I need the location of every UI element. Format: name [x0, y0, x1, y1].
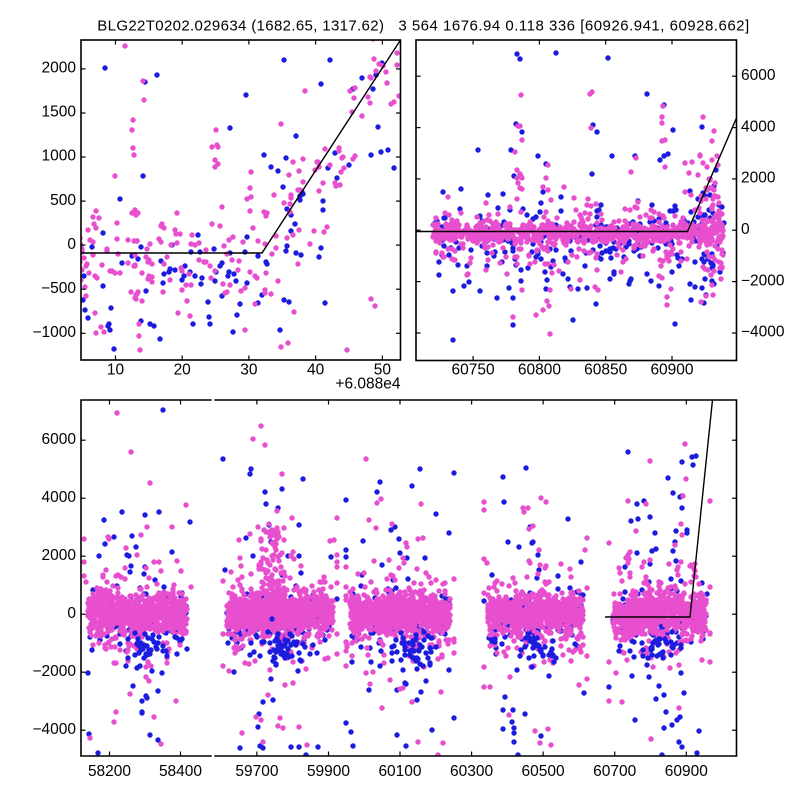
- svg-text:500: 500: [50, 192, 76, 209]
- svg-text:0: 0: [67, 236, 76, 253]
- svg-text:1000: 1000: [42, 148, 77, 165]
- svg-text:58200: 58200: [88, 763, 131, 780]
- svg-text:2000: 2000: [741, 170, 776, 187]
- svg-text:60100: 60100: [378, 763, 421, 780]
- svg-text:30: 30: [240, 361, 258, 378]
- svg-text:BLG22T0202.029634 (1682.65, 13: BLG22T0202.029634 (1682.65, 1317.62): [97, 17, 384, 34]
- svg-text:0: 0: [67, 605, 76, 622]
- svg-text:50: 50: [374, 361, 392, 378]
- svg-text:2000: 2000: [42, 547, 77, 564]
- svg-text:−4000: −4000: [741, 324, 785, 341]
- svg-text:60900: 60900: [650, 361, 693, 378]
- svg-text:−500: −500: [41, 280, 76, 297]
- svg-text:60800: 60800: [518, 361, 561, 378]
- svg-text:58400: 58400: [159, 763, 202, 780]
- svg-text:10: 10: [107, 361, 125, 378]
- svg-text:60300: 60300: [450, 763, 493, 780]
- svg-text:60900: 60900: [665, 763, 708, 780]
- svg-text:+6.088e4: +6.088e4: [335, 376, 400, 393]
- svg-text:60700: 60700: [593, 763, 636, 780]
- svg-text:6000: 6000: [42, 431, 77, 448]
- svg-text:2000: 2000: [42, 60, 77, 77]
- svg-text:−4000: −4000: [32, 721, 76, 738]
- svg-text:−1000: −1000: [32, 324, 76, 341]
- svg-text:6000: 6000: [741, 67, 776, 84]
- svg-text:59900: 59900: [307, 763, 350, 780]
- svg-text:59700: 59700: [235, 763, 278, 780]
- svg-text:60500: 60500: [522, 763, 565, 780]
- svg-text:60750: 60750: [452, 361, 495, 378]
- svg-text:40: 40: [307, 361, 325, 378]
- svg-text:0: 0: [741, 221, 750, 238]
- svg-text:4000: 4000: [42, 489, 77, 506]
- svg-text:1500: 1500: [42, 104, 77, 121]
- svg-text:4000: 4000: [741, 118, 776, 135]
- svg-text:−2000: −2000: [741, 272, 785, 289]
- svg-text:20: 20: [174, 361, 192, 378]
- svg-text:60850: 60850: [584, 361, 627, 378]
- svg-text:3 564 1676.94 0.118 336 [60926: 3 564 1676.94 0.118 336 [60926.941, 6092…: [398, 17, 749, 34]
- svg-text:−2000: −2000: [32, 663, 76, 680]
